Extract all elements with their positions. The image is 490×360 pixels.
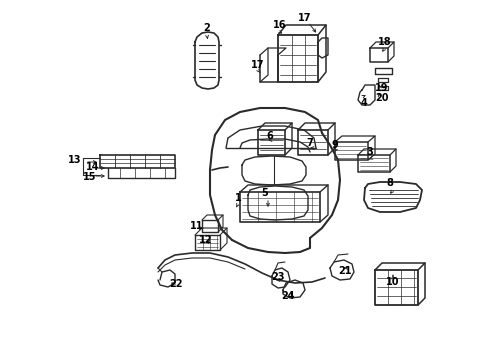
Text: 20: 20 [375,93,389,103]
Text: 10: 10 [386,277,400,287]
Text: 9: 9 [332,140,339,150]
Text: 1: 1 [235,193,242,203]
Text: 17: 17 [298,13,312,23]
Text: 22: 22 [169,279,183,289]
Text: 14: 14 [86,162,100,172]
Text: 11: 11 [190,221,204,231]
Text: 17: 17 [251,60,265,70]
Text: 19: 19 [375,83,389,93]
Text: 5: 5 [262,188,269,198]
Text: 4: 4 [361,98,368,108]
Text: 2: 2 [204,23,210,33]
Text: 12: 12 [199,235,213,245]
Text: 23: 23 [271,272,285,282]
Text: 18: 18 [378,37,392,47]
Text: 21: 21 [338,266,352,276]
Text: 24: 24 [281,291,295,301]
Text: 16: 16 [273,20,287,30]
Text: 6: 6 [267,131,273,141]
Text: 8: 8 [387,178,393,188]
Text: 7: 7 [307,138,314,148]
Text: 13: 13 [68,155,82,165]
Text: 15: 15 [83,172,97,182]
Text: 3: 3 [367,147,373,157]
